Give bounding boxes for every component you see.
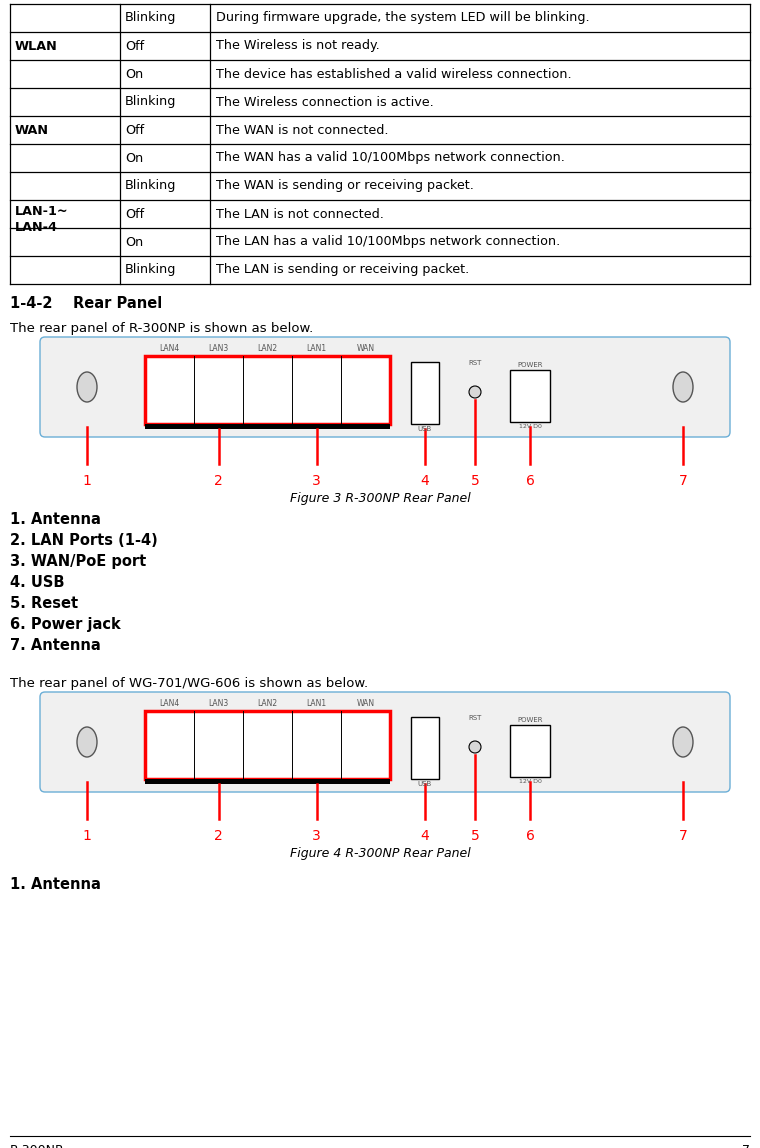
FancyBboxPatch shape — [40, 692, 730, 792]
Text: LAN4: LAN4 — [160, 699, 179, 708]
Text: WLAN: WLAN — [15, 39, 58, 53]
Text: LAN1: LAN1 — [306, 699, 327, 708]
Text: The Wireless connection is active.: The Wireless connection is active. — [216, 95, 434, 109]
Text: USB: USB — [418, 781, 432, 788]
Text: 4. USB: 4. USB — [10, 575, 65, 590]
Text: 3: 3 — [312, 474, 321, 488]
Text: LAN3: LAN3 — [208, 344, 229, 352]
Text: The LAN has a valid 10/100Mbps network connection.: The LAN has a valid 10/100Mbps network c… — [216, 235, 560, 248]
Bar — [145, 711, 390, 779]
Text: 5: 5 — [470, 829, 480, 843]
Text: 2: 2 — [214, 829, 223, 843]
Text: Blinking: Blinking — [125, 179, 176, 193]
Text: 1. Antenna: 1. Antenna — [10, 512, 101, 527]
FancyBboxPatch shape — [40, 338, 730, 437]
Text: Off: Off — [125, 39, 144, 53]
Text: Blinking: Blinking — [125, 11, 176, 24]
Text: RST: RST — [468, 715, 482, 721]
Bar — [145, 356, 390, 424]
Text: Blinking: Blinking — [125, 95, 176, 109]
Text: Blinking: Blinking — [125, 264, 176, 277]
Text: 5. Reset: 5. Reset — [10, 596, 78, 611]
Text: On: On — [125, 235, 143, 248]
Text: During firmware upgrade, the system LED will be blinking.: During firmware upgrade, the system LED … — [216, 11, 590, 24]
Text: 2: 2 — [214, 474, 223, 488]
Ellipse shape — [673, 727, 693, 757]
Ellipse shape — [77, 727, 97, 757]
Text: The WAN is sending or receiving packet.: The WAN is sending or receiving packet. — [216, 179, 474, 193]
Text: The rear panel of R-300NP is shown as below.: The rear panel of R-300NP is shown as be… — [10, 321, 313, 335]
Text: The LAN is not connected.: The LAN is not connected. — [216, 208, 384, 220]
Text: LAN-1~: LAN-1~ — [15, 205, 68, 218]
Text: WAN: WAN — [356, 344, 375, 352]
Text: WAN: WAN — [356, 699, 375, 708]
Text: On: On — [125, 152, 143, 164]
Text: 6: 6 — [526, 474, 534, 488]
Text: 4: 4 — [420, 829, 429, 843]
Bar — [411, 362, 439, 424]
Text: On: On — [125, 68, 143, 80]
Text: The Wireless is not ready.: The Wireless is not ready. — [216, 39, 380, 53]
Bar — [145, 424, 390, 429]
Text: LAN4: LAN4 — [160, 344, 179, 352]
Text: The LAN is sending or receiving packet.: The LAN is sending or receiving packet. — [216, 264, 469, 277]
Text: 3. WAN/PoE port: 3. WAN/PoE port — [10, 554, 146, 569]
Text: 4: 4 — [420, 474, 429, 488]
Text: LAN2: LAN2 — [258, 344, 277, 352]
Text: 7: 7 — [679, 474, 687, 488]
Text: 2. LAN Ports (1-4): 2. LAN Ports (1-4) — [10, 533, 158, 548]
Text: RST: RST — [468, 360, 482, 366]
Text: The rear panel of WG-701/WG-606 is shown as below.: The rear panel of WG-701/WG-606 is shown… — [10, 677, 368, 690]
Text: 6: 6 — [526, 829, 534, 843]
Text: 5: 5 — [470, 474, 480, 488]
Ellipse shape — [77, 372, 97, 402]
Text: 7: 7 — [742, 1145, 750, 1148]
Text: 1. Antenna: 1. Antenna — [10, 877, 101, 892]
Text: LAN2: LAN2 — [258, 699, 277, 708]
Text: 1-4-2    Rear Panel: 1-4-2 Rear Panel — [10, 296, 162, 311]
Text: Off: Off — [125, 124, 144, 137]
Bar — [510, 370, 550, 422]
Text: Figure 4 R-300NP Rear Panel: Figure 4 R-300NP Rear Panel — [290, 847, 470, 860]
Text: 1: 1 — [83, 474, 91, 488]
Text: POWER: POWER — [518, 362, 543, 369]
Text: 3: 3 — [312, 829, 321, 843]
Text: LAN3: LAN3 — [208, 699, 229, 708]
Circle shape — [469, 740, 481, 753]
Text: The WAN is not connected.: The WAN is not connected. — [216, 124, 388, 137]
Text: USB: USB — [418, 426, 432, 432]
Bar — [411, 718, 439, 779]
Text: POWER: POWER — [518, 718, 543, 723]
Text: The WAN has a valid 10/100Mbps network connection.: The WAN has a valid 10/100Mbps network c… — [216, 152, 565, 164]
Text: Off: Off — [125, 208, 144, 220]
Text: R-300NP: R-300NP — [10, 1145, 64, 1148]
Circle shape — [469, 386, 481, 398]
Text: Figure 3 R-300NP Rear Panel: Figure 3 R-300NP Rear Panel — [290, 492, 470, 505]
Bar — [145, 779, 390, 784]
Text: 6. Power jack: 6. Power jack — [10, 616, 121, 633]
Text: 7: 7 — [679, 829, 687, 843]
Text: 12V D0: 12V D0 — [518, 424, 541, 429]
Bar — [510, 726, 550, 777]
Text: WAN: WAN — [15, 124, 49, 137]
Ellipse shape — [673, 372, 693, 402]
Text: 1: 1 — [83, 829, 91, 843]
Text: 7. Antenna: 7. Antenna — [10, 638, 101, 653]
Text: LAN-4: LAN-4 — [15, 222, 58, 234]
Text: LAN1: LAN1 — [306, 344, 327, 352]
Text: 12V D0: 12V D0 — [518, 779, 541, 784]
Text: The device has established a valid wireless connection.: The device has established a valid wirel… — [216, 68, 572, 80]
